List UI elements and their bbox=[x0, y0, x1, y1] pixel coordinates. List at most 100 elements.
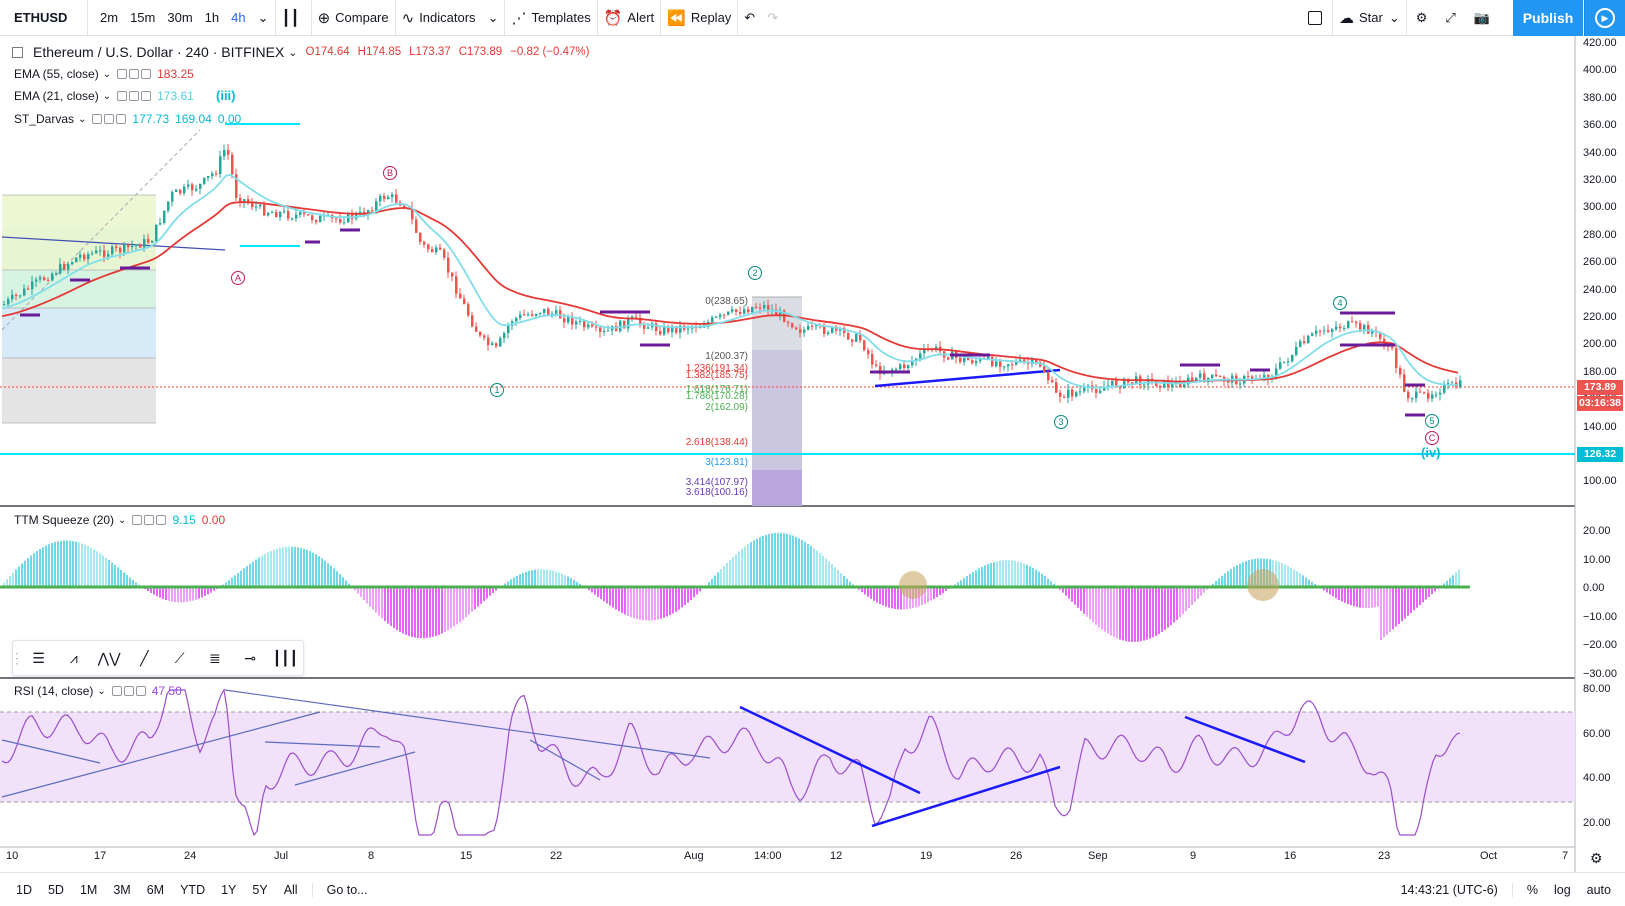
compare-button[interactable]: ⊕ Compare bbox=[312, 0, 396, 36]
fib-level-label: 2(162.09) bbox=[705, 402, 748, 413]
wave-label-3[interactable]: 3 bbox=[1054, 415, 1068, 429]
indicator-controls[interactable] bbox=[132, 515, 167, 525]
candle-body bbox=[1035, 359, 1038, 363]
ohlc-low: L173.37 bbox=[409, 46, 451, 58]
indicator-controls[interactable] bbox=[117, 91, 152, 101]
candle-body bbox=[1055, 382, 1058, 393]
range-ytd[interactable]: YTD bbox=[180, 882, 206, 897]
ray-tool-icon[interactable]: ⟋ bbox=[174, 649, 185, 666]
rsi-axis[interactable]: 80.00 60.00 40.00 20.00 bbox=[1575, 678, 1625, 847]
wave-label-4[interactable]: 4 bbox=[1333, 296, 1347, 310]
go-to-date-button[interactable]: Go to... bbox=[326, 882, 368, 897]
templates-button[interactable]: ⋰ Templates bbox=[505, 0, 598, 36]
expand-button[interactable]: ⤢ bbox=[1436, 0, 1464, 36]
indicators-dropdown[interactable]: ⌄ bbox=[482, 0, 506, 36]
log-scale-toggle[interactable]: log bbox=[1553, 882, 1571, 897]
alert-button[interactable]: ⏰ Alert bbox=[598, 0, 662, 36]
rsi-tick: 40.00 bbox=[1583, 772, 1611, 785]
indicator-controls[interactable] bbox=[111, 686, 146, 696]
candle-body bbox=[411, 207, 414, 220]
price-tick: 420.00 bbox=[1583, 37, 1617, 49]
indicator-legend-ttm[interactable]: TTM Squeeze (20) ⌄ 9.15 0.00 bbox=[14, 513, 225, 527]
candle-body bbox=[143, 238, 146, 248]
wave-label-iii[interactable]: (iii) bbox=[216, 88, 236, 103]
fib-level-label: 3(123.81) bbox=[705, 457, 748, 468]
replay-button[interactable]: ⏪ Replay bbox=[661, 0, 739, 36]
wave-label-B[interactable]: B bbox=[383, 166, 397, 180]
range-6m[interactable]: 6M bbox=[146, 882, 165, 897]
fib-tool-icon[interactable]: ≣ bbox=[209, 649, 221, 666]
time-axis[interactable]: 10 17 24 Jul 8 15 22 Aug 14:00 12 19 26 Sep 9 16 23 Oct 7 bbox=[0, 850, 1575, 868]
ttm-axis[interactable]: 20.00 10.00 0.00 −10.00 −20.00 −30.00 bbox=[1575, 506, 1625, 680]
symbol-search[interactable]: ETHUSD bbox=[0, 0, 88, 36]
trend-line-tool-icon[interactable]: ╱ bbox=[140, 649, 149, 666]
indicator-controls[interactable] bbox=[117, 69, 152, 79]
undo-button[interactable]: ↶ bbox=[738, 0, 761, 36]
snapshot-button[interactable]: 📷 bbox=[1465, 0, 1499, 36]
candle-body bbox=[1415, 391, 1418, 399]
indicator-legend-rsi[interactable]: RSI (14, close) ⌄ 47.50 bbox=[14, 684, 182, 698]
trend-line[interactable] bbox=[1, 129, 201, 331]
candle-body bbox=[227, 149, 230, 155]
settings-button[interactable]: ⚙ bbox=[1407, 0, 1437, 36]
price-axis[interactable]: 420.00 400.00 380.00 360.00 340.00 320.00 300.… bbox=[1575, 36, 1625, 506]
interval-1h[interactable]: 1h bbox=[204, 10, 220, 25]
candle-body bbox=[919, 353, 922, 359]
abc-pattern-tool-icon[interactable]: ⋀⋁ bbox=[97, 649, 121, 666]
interval-15m[interactable]: 15m bbox=[130, 10, 156, 25]
indicators-button[interactable]: ∿ Indicators bbox=[396, 0, 482, 36]
fullscreen-toggle-button[interactable] bbox=[1298, 0, 1333, 36]
layout-button[interactable]: ☁ Star ⌄ bbox=[1333, 0, 1407, 36]
symbol-title[interactable]: Ethereum / U.S. Dollar · 240 · BITFINEX bbox=[33, 44, 285, 60]
price-tick: 240.00 bbox=[1583, 283, 1617, 296]
elliott-wave-tool-icon[interactable]: ⩘ bbox=[69, 649, 78, 666]
range-1y[interactable]: 1Y bbox=[221, 882, 237, 897]
trend-line[interactable] bbox=[1, 236, 226, 251]
percent-scale-toggle[interactable]: % bbox=[1526, 882, 1538, 897]
range-1m[interactable]: 1M bbox=[79, 882, 98, 897]
interval-2m[interactable]: 2m bbox=[100, 10, 119, 25]
indicator-legend-ema55[interactable]: EMA (55, close) ⌄ 183.25 bbox=[14, 67, 194, 81]
redo-button[interactable]: ↷ bbox=[761, 0, 784, 36]
wave-label-2[interactable]: 2 bbox=[748, 266, 762, 280]
range-5d[interactable]: 5D bbox=[47, 882, 64, 897]
axis-settings-button[interactable]: ⚙ bbox=[1590, 850, 1603, 867]
collapse-icon[interactable] bbox=[12, 46, 23, 58]
horizontal-ray-tool-icon[interactable]: ⊸ bbox=[244, 649, 256, 666]
interval-4h[interactable]: 4h bbox=[231, 10, 246, 25]
interval-dropdown[interactable]: ⌄ bbox=[252, 0, 276, 36]
wave-label-iv[interactable]: (iv) bbox=[1421, 445, 1441, 460]
drag-handle[interactable]: ⋮ bbox=[10, 649, 24, 666]
indicator-name: EMA (55, close) bbox=[14, 67, 99, 81]
trend-line[interactable] bbox=[874, 368, 1061, 388]
candle-body bbox=[503, 333, 506, 339]
candle-body bbox=[959, 357, 962, 363]
range-1d[interactable]: 1D bbox=[16, 882, 32, 897]
chevron-down-icon[interactable]: ⌄ bbox=[288, 46, 298, 59]
indicator-controls[interactable] bbox=[92, 114, 127, 124]
stream-button[interactable]: ▶ bbox=[1584, 0, 1625, 36]
indicator-value: 169.04 bbox=[175, 112, 212, 126]
range-5y[interactable]: 5Y bbox=[252, 882, 268, 897]
interval-30m[interactable]: 30m bbox=[167, 10, 193, 25]
lines-tool-icon[interactable]: ☰ bbox=[32, 649, 45, 666]
auto-scale-toggle[interactable]: auto bbox=[1586, 882, 1611, 897]
range-3m[interactable]: 3M bbox=[113, 882, 131, 897]
candle-body bbox=[247, 199, 250, 203]
wave-label-5[interactable]: 5 bbox=[1425, 414, 1439, 428]
clock-display[interactable]: 14:43:21 (UTC-6) bbox=[1393, 882, 1513, 897]
indicator-legend-ema21[interactable]: EMA (21, close) ⌄ 173.61 bbox=[14, 89, 194, 103]
wave-label-A[interactable]: A bbox=[231, 271, 245, 285]
wave-label-1[interactable]: 1 bbox=[490, 383, 504, 397]
rsi-trendlines[interactable] bbox=[1, 689, 711, 798]
vertical-lines-tool-icon[interactable]: ┃┃┃ bbox=[272, 649, 299, 666]
time-tick: 8 bbox=[368, 850, 375, 862]
candle-body bbox=[1367, 324, 1370, 334]
range-all[interactable]: All bbox=[276, 882, 313, 897]
publish-button[interactable]: Publish bbox=[1513, 0, 1583, 36]
chart-type-button[interactable]: ┃┃ bbox=[276, 0, 312, 36]
indicator-legend-darvas[interactable]: ST_Darvas ⌄ 177.73 169.04 0.00 bbox=[14, 112, 241, 126]
candle-body bbox=[1287, 361, 1290, 363]
wave-label-C[interactable]: C bbox=[1425, 431, 1439, 445]
